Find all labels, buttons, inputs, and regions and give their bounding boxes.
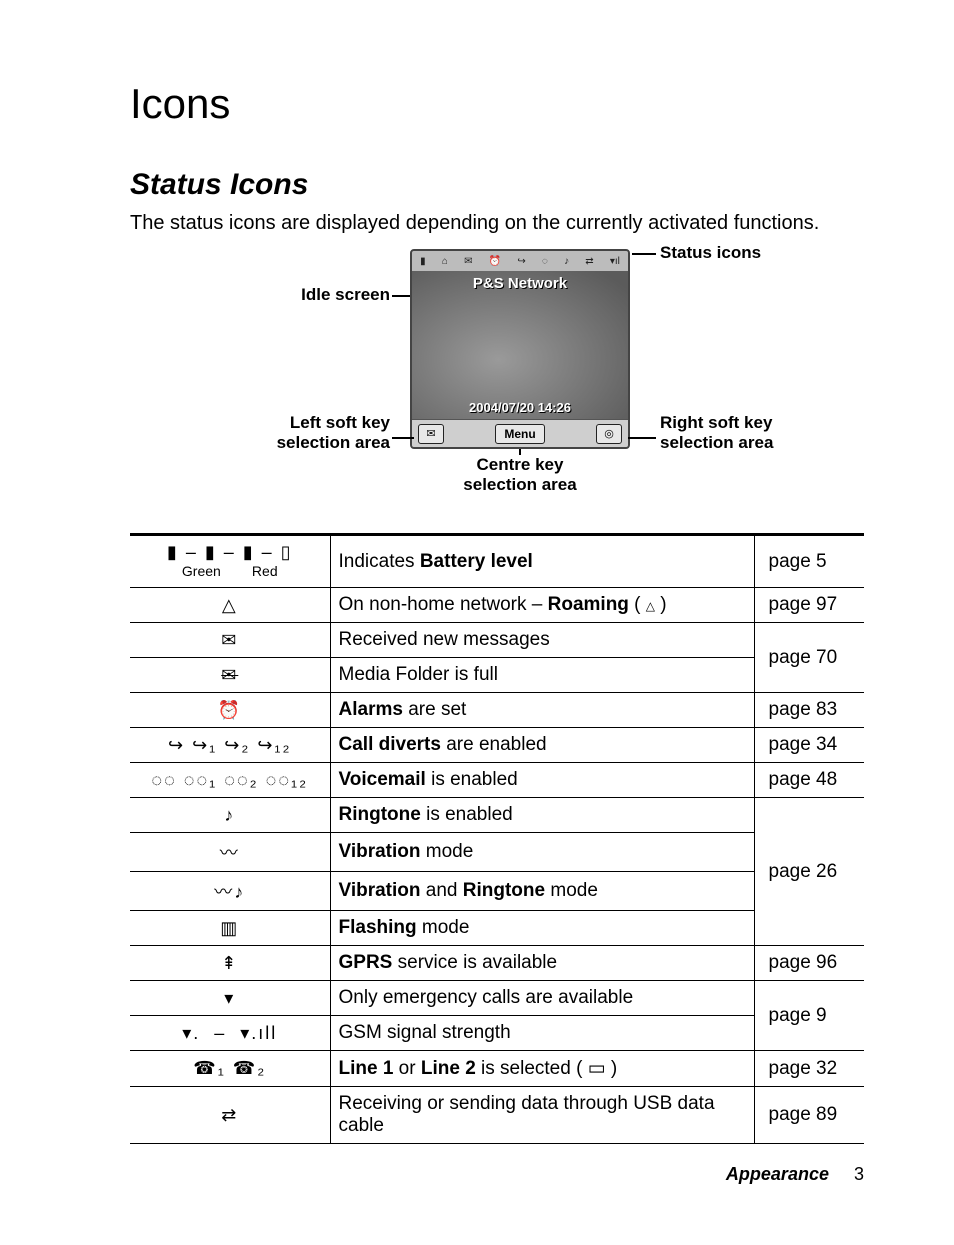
intro-text: The status icons are displayed depending… — [130, 212, 864, 235]
icon-cell: ◌◌ ◌◌₁ ◌◌₂ ◌◌₁₂ — [130, 763, 330, 798]
table-row: ✉Media Folder is full — [130, 658, 864, 693]
callout-centre-key: Centre key selection area — [410, 455, 630, 495]
page-ref-cell: page 48 — [754, 763, 864, 798]
icon-cell: ⏰ — [130, 693, 330, 728]
page-ref-cell: page 5 — [754, 535, 864, 588]
icon-cell: ♪ — [130, 798, 330, 833]
table-row: ▮ – ▮ – ▮ – ▯Green RedIndicates Battery … — [130, 535, 864, 588]
footer-section: Appearance — [726, 1164, 829, 1184]
icon-cell: ▾ — [130, 981, 330, 1016]
icon-cell: 〰♪ — [130, 872, 330, 911]
phone-softkey-row: ✉ Menu ◎ — [412, 419, 628, 447]
page-footer: Appearance 3 — [130, 1164, 864, 1185]
table-row: 〰Vibration mode — [130, 833, 864, 872]
table-row: ⏰Alarms are setpage 83 — [130, 693, 864, 728]
icon-cell: ↪ ↪₁ ↪₂ ↪₁₂ — [130, 728, 330, 763]
centre-softkey-label: Menu — [495, 424, 544, 444]
status-icons-table: ▮ – ▮ – ▮ – ▯Green RedIndicates Battery … — [130, 533, 864, 1144]
description-cell: On non-home network – Roaming ( △ ) — [330, 588, 754, 623]
page-ref-cell: page 34 — [754, 728, 864, 763]
page-ref-cell: page 70 — [754, 623, 864, 693]
table-row: ☎₁ ☎₂Line 1 or Line 2 is selected ( ▭ )p… — [130, 1051, 864, 1087]
phone-date-label: 2004/07/20 14:26 — [412, 400, 628, 415]
table-row: ▾. – ▾.ıllGSM signal strength — [130, 1016, 864, 1051]
table-row: △On non-home network – Roaming ( △ )page… — [130, 588, 864, 623]
icon-cell: ▾. – ▾.ıll — [130, 1016, 330, 1051]
page-ref-cell: page 89 — [754, 1087, 864, 1144]
phone-status-bar: ▮⌂✉⏰↪◌♪⇄▾ıl — [412, 251, 628, 271]
description-cell: Vibration and Ringtone mode — [330, 872, 754, 911]
section-subtitle: Status Icons — [130, 168, 864, 202]
table-row: ✉Received new messagespage 70 — [130, 623, 864, 658]
left-softkey-icon: ✉ — [418, 424, 444, 444]
table-row: ♪Ringtone is enabledpage 26 — [130, 798, 864, 833]
icon-cell: ✉ — [130, 623, 330, 658]
phone-mock: ▮⌂✉⏰↪◌♪⇄▾ıl P&S Network 2004/07/20 14:26… — [410, 249, 630, 449]
table-row: ◌◌ ◌◌₁ ◌◌₂ ◌◌₁₂Voicemail is enabledpage … — [130, 763, 864, 798]
description-cell: GPRS service is available — [330, 946, 754, 981]
callout-left-softkey: Left soft key selection area — [180, 413, 390, 453]
icon-cell: ▮ – ▮ – ▮ – ▯Green Red — [130, 535, 330, 588]
description-cell: Receiving or sending data through USB da… — [330, 1087, 754, 1144]
description-cell: GSM signal strength — [330, 1016, 754, 1051]
page-ref-cell: page 96 — [754, 946, 864, 981]
description-cell: Indicates Battery level — [330, 535, 754, 588]
table-row: 〰♪Vibration and Ringtone mode — [130, 872, 864, 911]
phone-idle-body: P&S Network 2004/07/20 14:26 — [412, 271, 628, 419]
table-row: ⇄Receiving or sending data through USB d… — [130, 1087, 864, 1144]
callout-status-icons: Status icons — [660, 243, 761, 263]
description-cell: Ringtone is enabled — [330, 798, 754, 833]
page-ref-cell: page 83 — [754, 693, 864, 728]
footer-page-num: 3 — [854, 1164, 864, 1184]
icon-cell: ▥ — [130, 911, 330, 946]
description-cell: Only emergency calls are available — [330, 981, 754, 1016]
page-ref-cell: page 9 — [754, 981, 864, 1051]
description-cell: Media Folder is full — [330, 658, 754, 693]
description-cell: Alarms are set — [330, 693, 754, 728]
description-cell: Received new messages — [330, 623, 754, 658]
page-ref-cell: page 97 — [754, 588, 864, 623]
table-row: ↪ ↪₁ ↪₂ ↪₁₂Call diverts are enabledpage … — [130, 728, 864, 763]
icon-cell: △ — [130, 588, 330, 623]
page-title: Icons — [130, 80, 864, 128]
table-row: ▾Only emergency calls are availablepage … — [130, 981, 864, 1016]
description-cell: Vibration mode — [330, 833, 754, 872]
right-softkey-icon: ◎ — [596, 424, 622, 444]
page-ref-cell: page 26 — [754, 798, 864, 946]
description-cell: Flashing mode — [330, 911, 754, 946]
icon-cell: ⇄ — [130, 1087, 330, 1144]
icon-cell: ☎₁ ☎₂ — [130, 1051, 330, 1087]
table-row: ▥Flashing mode — [130, 911, 864, 946]
phone-network-label: P&S Network — [412, 275, 628, 292]
description-cell: Call diverts are enabled — [330, 728, 754, 763]
description-cell: Line 1 or Line 2 is selected ( ▭ ) — [330, 1051, 754, 1087]
icon-cell: ⇞ — [130, 946, 330, 981]
table-row: ⇞GPRS service is availablepage 96 — [130, 946, 864, 981]
icon-cell: 〰 — [130, 833, 330, 872]
callout-right-softkey: Right soft key selection area — [660, 413, 773, 453]
screen-diagram: ▮⌂✉⏰↪◌♪⇄▾ıl P&S Network 2004/07/20 14:26… — [130, 243, 864, 503]
description-cell: Voicemail is enabled — [330, 763, 754, 798]
callout-idle-screen: Idle screen — [180, 285, 390, 305]
icon-cell: ✉ — [130, 658, 330, 693]
page-ref-cell: page 32 — [754, 1051, 864, 1087]
